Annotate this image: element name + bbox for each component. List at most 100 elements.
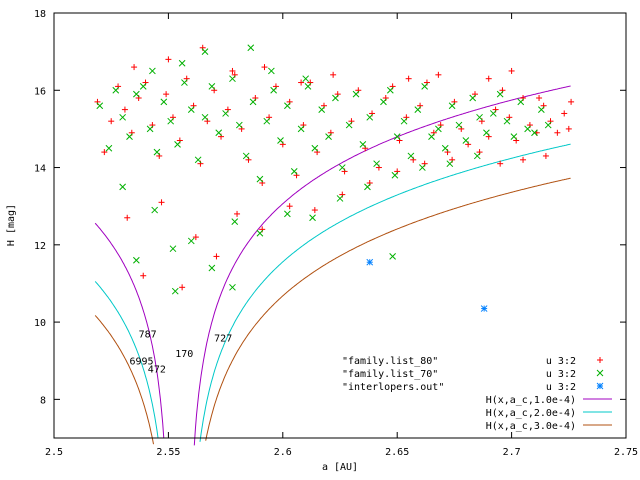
series-1-point — [298, 79, 305, 86]
series-2-point — [284, 102, 291, 110]
legend-label: u 3:2 — [546, 369, 576, 380]
series-2-point — [256, 175, 264, 183]
x-tick-label: 2.65 — [385, 447, 409, 458]
series-2-point — [441, 144, 449, 152]
series-1-point — [192, 234, 199, 241]
series-1-point — [508, 67, 515, 74]
series-2-point — [235, 121, 243, 129]
legend-label: u 3:2 — [546, 356, 576, 367]
series-2-point — [187, 237, 195, 245]
y-tick-label: 8 — [40, 395, 46, 406]
series-2-point — [171, 287, 179, 295]
series-1-point — [179, 284, 186, 291]
series-1-point — [520, 156, 527, 163]
series-2-point — [263, 117, 271, 125]
x-tick-label: 2.7 — [503, 447, 521, 458]
series-2-point — [178, 59, 186, 67]
series-2-point — [215, 129, 223, 137]
x-tick-label: 2.6 — [274, 447, 292, 458]
series-2-point — [428, 133, 435, 140]
y-tick-label: 18 — [34, 9, 46, 20]
series-2-point — [208, 83, 216, 90]
legend-marker — [596, 382, 604, 390]
points-layer — [94, 44, 575, 312]
series-1-point — [124, 214, 131, 221]
series-2-point — [380, 98, 387, 106]
series-3-point — [366, 258, 374, 266]
legend-marker — [596, 369, 604, 377]
series-2-point — [181, 79, 188, 86]
series-2-point — [242, 152, 250, 160]
series-1-point — [163, 91, 170, 98]
series-2-point — [352, 90, 360, 98]
series-2-point — [393, 133, 401, 140]
series-2-point — [325, 133, 332, 140]
series-2-point — [169, 245, 177, 253]
series-2-point — [194, 156, 202, 164]
series-2-point — [96, 102, 104, 110]
series-2-point — [473, 152, 481, 160]
point-annotation: 472 — [148, 364, 166, 375]
series-2-point — [268, 67, 275, 75]
plot-frame — [53, 12, 627, 439]
series-2-point — [318, 106, 326, 113]
series-2-point — [336, 195, 344, 202]
point-annotation: 6995 — [130, 357, 154, 368]
series-2-point — [338, 164, 346, 171]
series-1-point — [542, 152, 549, 159]
series-1-point — [101, 149, 108, 156]
series-1-point — [213, 253, 220, 260]
series-2-point — [373, 160, 380, 168]
series-2-point — [309, 214, 316, 222]
curve-right — [205, 177, 571, 441]
series-2-point — [229, 75, 236, 83]
series-2-point — [359, 141, 367, 148]
series-1-point — [536, 95, 543, 101]
series-3-point — [480, 305, 488, 312]
y-tick-label: 12 — [34, 241, 46, 252]
x-tick-label: 2.75 — [614, 447, 638, 458]
ticks-layer: 2.5 2.55 2.6 2.65 2.7 2.75 8 10 12 14 16 18 — [34, 9, 638, 458]
series-1-point — [229, 67, 236, 74]
series-1-point — [140, 272, 147, 279]
curve-left — [94, 315, 154, 445]
series-2-point — [496, 90, 504, 98]
series-2-point — [489, 110, 497, 117]
series-2-point — [448, 102, 456, 110]
series-2-point — [311, 144, 319, 152]
series-2-point — [304, 83, 312, 90]
series-1-point — [561, 110, 568, 117]
series-2-point — [386, 86, 394, 94]
series-1-point — [311, 207, 318, 214]
series-2-point — [469, 94, 477, 102]
series-2-point — [391, 171, 399, 179]
series-2-point — [151, 206, 159, 214]
y-tick-label: 10 — [34, 318, 46, 329]
series-2-point — [435, 125, 442, 133]
series-2-point — [247, 44, 255, 52]
series-2-point — [112, 86, 120, 94]
series-2-point — [389, 253, 396, 260]
legend-file-label: "interlopers.out" — [342, 382, 444, 393]
series-1-point — [497, 160, 504, 167]
series-2-point — [149, 67, 156, 75]
series-2-point — [284, 210, 291, 218]
series-1-point — [435, 71, 442, 78]
series-2-point — [119, 183, 126, 191]
series-2-point — [366, 113, 374, 121]
series-2-point — [119, 113, 126, 121]
x-tick-label: 2.55 — [156, 447, 180, 458]
series-2-point — [400, 117, 408, 125]
legend-label: H(x,a_c,3.0e-4) — [486, 421, 576, 432]
series-2-point — [531, 129, 538, 137]
series-2-point — [160, 98, 168, 106]
series-2-point — [249, 98, 257, 106]
series-2-point — [146, 125, 154, 133]
series-2-point — [544, 121, 552, 129]
series-1-point — [568, 98, 575, 105]
series-2-point — [201, 48, 209, 55]
series-2-point — [256, 229, 264, 237]
series-2-point — [231, 218, 239, 225]
